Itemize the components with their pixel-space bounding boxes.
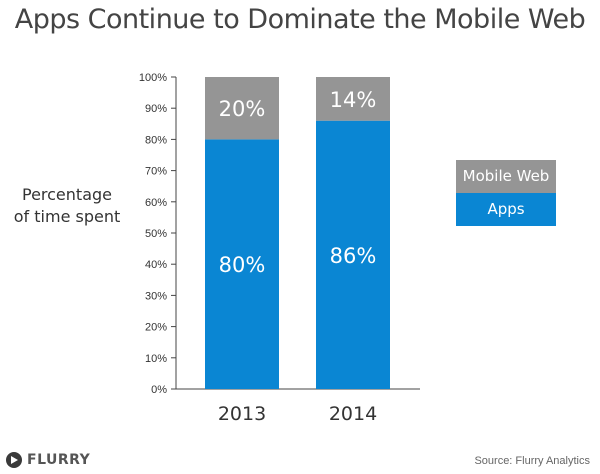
y-tick-label: 20% bbox=[145, 322, 167, 334]
y-tick-label: 0% bbox=[151, 384, 167, 396]
y-tick-label: 100% bbox=[139, 72, 167, 84]
y-tick-label: 60% bbox=[145, 197, 167, 209]
source-note: Source: Flurry Analytics bbox=[474, 455, 590, 467]
y-tick-label: 10% bbox=[145, 353, 167, 365]
x-tick-label-2014: 2014 bbox=[329, 403, 377, 425]
legend-item-apps: Apps bbox=[456, 193, 556, 226]
y-tick-label: 90% bbox=[145, 103, 167, 115]
y-axis-label: Percentage of time spent bbox=[0, 184, 134, 228]
y-tick-label: 50% bbox=[145, 228, 167, 240]
flurry-logo: FLURRY bbox=[6, 452, 90, 468]
bar-stack-group: 80% 20% 86% 14% bbox=[205, 77, 390, 390]
data-label-mobile-web-2013: 20% bbox=[219, 97, 266, 121]
y-tick-label: 80% bbox=[145, 134, 167, 146]
y-tick-label: 40% bbox=[145, 259, 167, 271]
flurry-logo-icon bbox=[6, 452, 22, 468]
x-tick-label-2013: 2013 bbox=[218, 403, 266, 425]
data-label-mobile-web-2014: 14% bbox=[330, 88, 377, 112]
y-axis: 0% 10% 20% 30% 40% 50% 60% 70% 80% 90% 100% bbox=[139, 72, 420, 396]
y-tick-label: 70% bbox=[145, 166, 167, 178]
flurry-logo-text: FLURRY bbox=[27, 452, 91, 468]
legend-item-mobile-web: Mobile Web bbox=[456, 160, 556, 193]
x-axis: 2013 2014 bbox=[218, 403, 377, 425]
y-axis-label-line-2: of time spent bbox=[13, 207, 121, 226]
chart-title: Apps Continue to Dominate the Mobile Web bbox=[14, 4, 586, 35]
bar-apps-2014 bbox=[316, 120, 390, 390]
y-tick-label: 30% bbox=[145, 290, 167, 302]
bar-apps-2013 bbox=[205, 139, 279, 389]
bar-mobile-web-2014 bbox=[316, 77, 390, 121]
data-label-apps-2014: 86% bbox=[330, 244, 377, 268]
bar-mobile-web-2013 bbox=[205, 77, 279, 140]
data-label-apps-2013: 80% bbox=[219, 253, 266, 277]
y-axis-label-line-1: Percentage bbox=[21, 185, 112, 204]
